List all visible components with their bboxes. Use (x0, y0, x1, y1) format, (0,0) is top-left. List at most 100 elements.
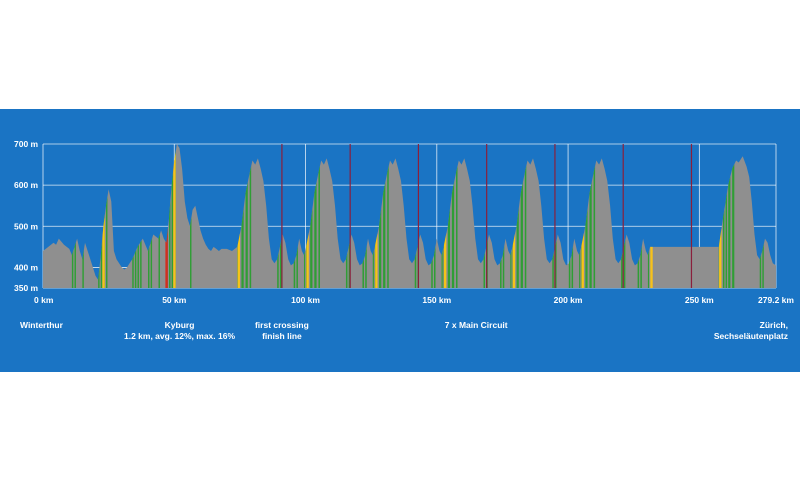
gradient-stripe-green (524, 144, 527, 288)
elevation-profile-area (43, 144, 776, 288)
gradient-stripe-green (378, 144, 382, 288)
gradient-stripe-green (441, 144, 443, 288)
climb-marker (581, 144, 584, 288)
gradient-stripe-green (383, 144, 386, 288)
gradient-stripe-green (372, 144, 374, 288)
gradient-stripe-green (552, 144, 554, 288)
gradient-stripe-green (74, 144, 76, 288)
climb-marker (173, 144, 176, 288)
climb-marker (165, 144, 168, 288)
gradient-stripe-green (571, 144, 574, 288)
climb-marker (443, 144, 447, 288)
x-tick-label: 50 km (162, 295, 187, 305)
gradient-stripe-green (148, 144, 150, 288)
gradient-stripe-green (134, 144, 137, 288)
annotation-label: first crossing (255, 320, 309, 330)
gradient-stripe-green (158, 144, 160, 288)
gradient-stripe-green (137, 144, 139, 288)
annotation-label: Kyburg (165, 320, 195, 330)
gradient-stripe-green (520, 144, 523, 288)
gradient-stripe-green (640, 144, 642, 288)
gradient-stripe-green (140, 144, 142, 288)
annotation-label: 1.2 km, avg. 12%, max. 16% (124, 331, 235, 341)
gradient-stripe-green (456, 144, 458, 288)
x-tick-label: 250 km (685, 295, 714, 305)
climb-marker (102, 144, 105, 288)
gradient-stripe-green (293, 144, 296, 288)
y-axis-ticks: 350 m 400 m 500 m 600 m 700 m (14, 139, 39, 293)
gradient-stripe-green (150, 144, 153, 288)
gradient-stripe-green (249, 144, 252, 288)
gradient-stripe-green (621, 144, 623, 288)
x-tick-label: 100 km (291, 295, 320, 305)
gradient-stripe-green (500, 144, 502, 288)
x-tick-label: 150 km (422, 295, 451, 305)
x-axis-ticks: 0 km 50 km 100 km 150 km 200 km 250 km 279.2 k… (34, 295, 794, 305)
climb-marker (237, 144, 240, 288)
climb-marker (650, 144, 653, 288)
gradient-stripe-green (277, 144, 279, 288)
annotation-label: Sechseläutenplatz (714, 331, 788, 341)
gradient-stripe-green (82, 144, 84, 288)
gradient-stripe-green (365, 144, 367, 288)
annotation-label: finish line (262, 331, 302, 341)
gradient-stripe-green (414, 144, 417, 288)
gradient-stripe-green (106, 144, 108, 288)
gradient-stripe-green (433, 144, 436, 288)
gradient-stripe-green (516, 144, 519, 288)
gradient-stripe-green (362, 144, 364, 288)
gradient-stripe-green (728, 144, 731, 288)
gradient-stripe-green (245, 144, 248, 288)
gradient-stripe-green (431, 144, 433, 288)
gradient-stripe-green (241, 144, 244, 288)
gradient-stripe-green (585, 144, 588, 288)
gradient-stripe-green (647, 144, 650, 288)
gradient-stripe-green (132, 144, 134, 288)
gradient-stripe-green (579, 144, 581, 288)
gradient-stripe-green (345, 144, 348, 288)
x-tick-label: 279.2 km (758, 295, 794, 305)
gradient-stripe-green (310, 144, 313, 288)
climb-marker (512, 144, 516, 288)
y-tick-label: 500 m (14, 221, 39, 231)
gradient-stripe-green (510, 144, 512, 288)
gradient-stripe-green (190, 144, 192, 288)
gradient-stripe-green (303, 144, 306, 288)
y-tick-label: 350 m (14, 283, 39, 293)
gradient-stripe-green (314, 144, 317, 288)
gradient-stripe-green (722, 144, 725, 288)
gradient-stripe-green (623, 144, 626, 288)
gradient-stripe-green (759, 144, 762, 288)
annotation-label: 7 x Main Circuit (445, 320, 508, 330)
gradient-stripe-green (725, 144, 728, 288)
x-tick-label: 200 km (554, 295, 583, 305)
gradient-stripe-green (483, 144, 486, 288)
y-tick-label: 600 m (14, 180, 39, 190)
gradient-stripe-green (169, 144, 171, 288)
gradient-stripe-green (296, 144, 298, 288)
gradient-stripe-green (100, 144, 103, 288)
y-tick-label: 400 m (14, 262, 39, 272)
gradient-stripe-green (502, 144, 505, 288)
gradient-stripe-green (568, 144, 571, 288)
climb-marker (306, 144, 309, 288)
gradient-stripe-green (447, 144, 451, 288)
gradient-stripe-green (637, 144, 640, 288)
circuit-lap-dividers (281, 144, 693, 288)
annotation-label: Zürich, (760, 320, 788, 330)
x-tick-label: 0 km (34, 295, 54, 305)
y-tick-label: 700 m (14, 139, 39, 149)
gradient-stripe-green (762, 144, 764, 288)
gradient-stripe-green (279, 144, 282, 288)
annotation-label: Winterthur (20, 320, 64, 330)
gradient-stripe-green (71, 144, 74, 288)
gradient-stripe-green (451, 144, 455, 288)
gradient-stripe-green (171, 144, 174, 288)
gradient-stripe-green (98, 144, 100, 288)
gradient-stripe-green (318, 144, 320, 288)
gradient-stripe-green (589, 144, 592, 288)
climb-marker (719, 144, 722, 288)
gradient-stripe-green (387, 144, 389, 288)
